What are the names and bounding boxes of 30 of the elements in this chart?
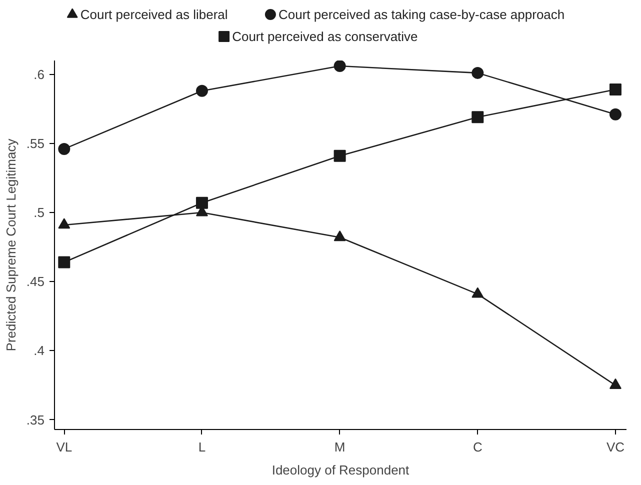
- point: [472, 111, 484, 124]
- point: [334, 150, 346, 162]
- point: [58, 256, 70, 268]
- y-tick-label: .35: [26, 412, 45, 428]
- y-tick-label: .4: [34, 343, 44, 358]
- point: [472, 287, 484, 298]
- x-axis-title: Ideology of Respondent: [272, 462, 410, 478]
- point: [472, 66, 484, 79]
- legend-label: Court perceived as taking case-by-case approach: [278, 7, 565, 22]
- x-tick-label: VL: [56, 440, 72, 454]
- x-tick-label: C: [472, 440, 482, 454]
- point: [196, 84, 208, 97]
- point: [609, 84, 622, 96]
- point: [334, 60, 346, 72]
- y-tick-label: .6: [34, 66, 44, 82]
- x-tick-label: VC: [606, 440, 625, 454]
- point: [609, 378, 622, 389]
- legend-label: Court perceived as liberal: [80, 7, 228, 22]
- y-tick-label: .45: [26, 274, 45, 290]
- point: [58, 142, 70, 155]
- point: [196, 196, 208, 209]
- x-tick-label: L: [198, 440, 206, 454]
- y-tick-label: .55: [26, 136, 45, 151]
- x-tick-label: M: [334, 440, 346, 454]
- point: [334, 230, 346, 242]
- legend-label: Court perceived as conservative: [232, 29, 418, 44]
- y-axis-title: Predicted Supreme Court Legitimacy: [3, 138, 18, 352]
- point: [609, 108, 622, 120]
- point: [58, 218, 70, 229]
- y-tick-label: .5: [34, 205, 44, 220]
